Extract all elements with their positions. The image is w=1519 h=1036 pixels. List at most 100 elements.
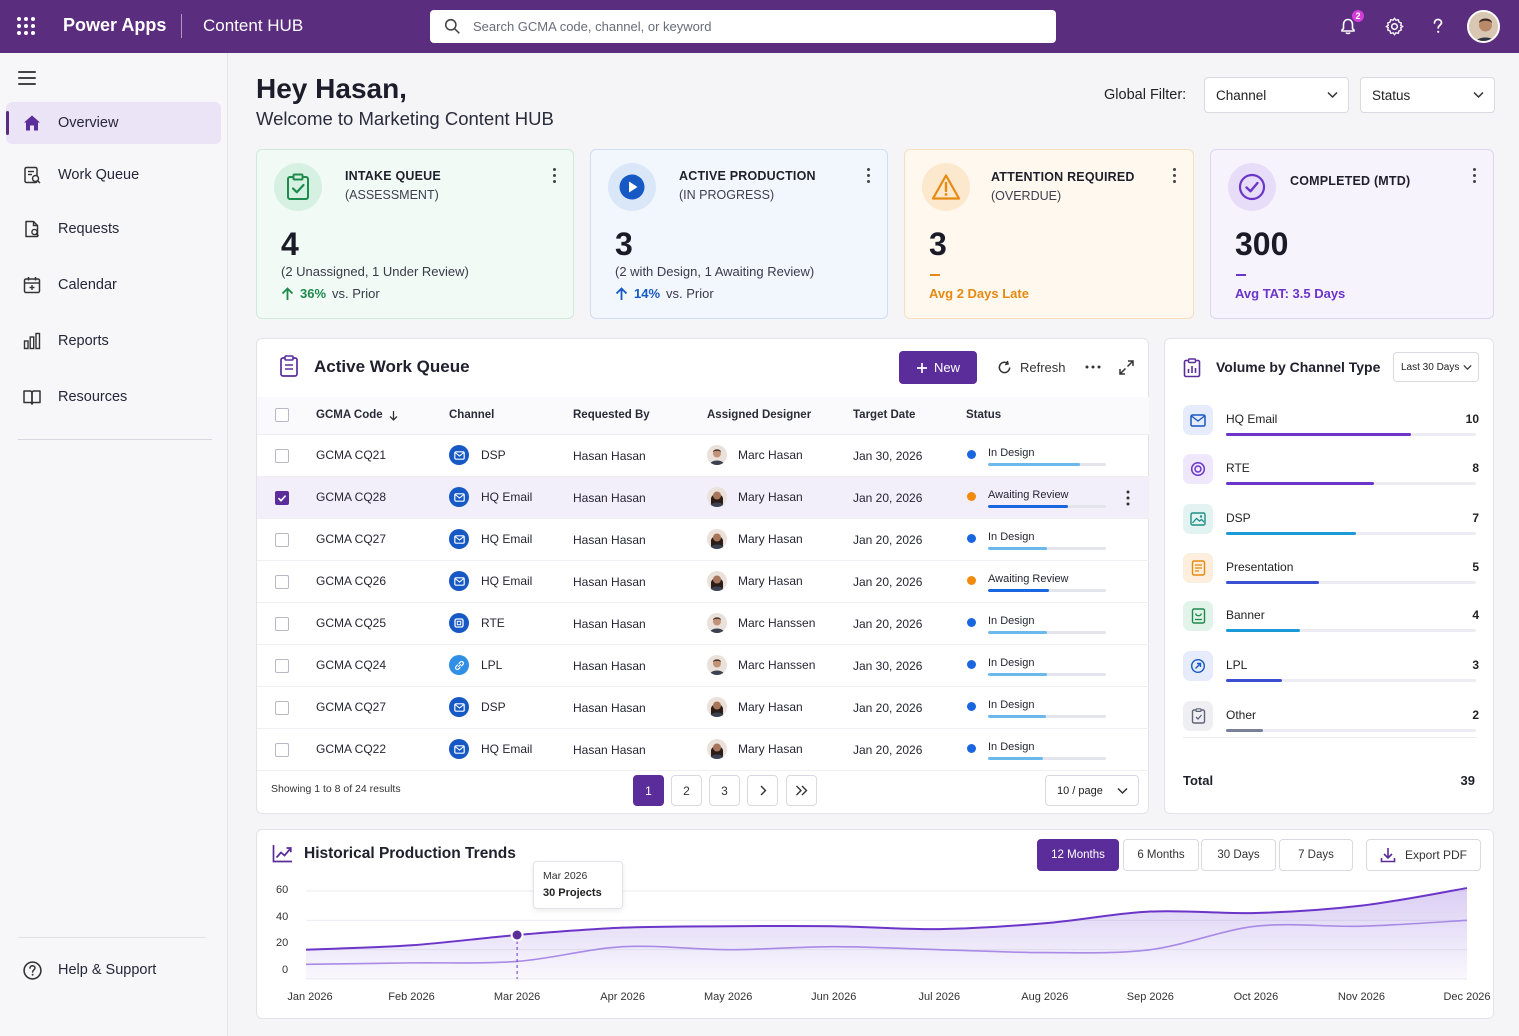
kpi-detail: (2 Unassigned, 1 Under Review) <box>281 264 469 279</box>
target-date: Jan 20, 2026 <box>853 575 923 589</box>
volume-item[interactable]: RTE 8 <box>1183 454 1479 494</box>
table-row[interactable]: GCMA CQ26 HQ Email Hasan Hasan Mary Hasan Ja… <box>257 561 1149 603</box>
volume-item-value: 10 <box>1465 412 1479 426</box>
trend-line-icon <box>272 845 292 863</box>
designer-avatar <box>707 739 727 759</box>
more-options-icon[interactable] <box>1473 168 1477 186</box>
column-header-status[interactable]: Status <box>966 409 1002 421</box>
table-row[interactable]: GCMA CQ27 DSP Hasan Hasan Mary Hasan Jan 20,… <box>257 687 1149 729</box>
volume-item[interactable]: HQ Email 10 <box>1183 405 1479 445</box>
page-size-select[interactable]: 10 / page <box>1045 775 1139 806</box>
column-header-assigned-designer[interactable]: Assigned Designer <box>707 409 812 421</box>
status-label: In Design <box>988 657 1035 669</box>
volume-range-select[interactable]: Last 30 Days <box>1393 352 1479 382</box>
double-chevron-right-icon <box>796 785 808 796</box>
more-horizontal-icon[interactable] <box>1085 365 1101 369</box>
search-input[interactable] <box>473 19 1033 34</box>
status-progress-track <box>988 715 1106 718</box>
column-header-requested-by[interactable]: Requested By <box>573 409 650 421</box>
gcma-code[interactable]: GCMA CQ27 <box>316 700 387 714</box>
more-options-icon[interactable] <box>1173 168 1177 186</box>
new-button[interactable]: New <box>899 351 977 384</box>
range-30-days-button[interactable]: 30 Days <box>1201 839 1276 871</box>
expand-icon[interactable] <box>1119 360 1134 375</box>
table-row[interactable]: GCMA CQ28 HQ Email Hasan Hasan Mary Hasan Ja… <box>257 477 1149 519</box>
status-filter-select[interactable]: Status <box>1360 77 1495 113</box>
pagination-summary: Showing 1 to 8 of 24 results <box>271 783 401 795</box>
table-row[interactable]: GCMA CQ27 HQ Email Hasan Hasan Mary Hasan Ja… <box>257 519 1149 561</box>
page-2-button[interactable]: 2 <box>671 775 702 806</box>
range-7-days-button[interactable]: 7 Days <box>1279 839 1353 871</box>
gcma-code[interactable]: GCMA CQ28 <box>316 490 387 504</box>
page-1-button[interactable]: 1 <box>633 775 664 806</box>
gcma-code[interactable]: GCMA CQ24 <box>316 658 387 672</box>
column-header-gcma-code[interactable]: GCMA Code <box>316 409 398 421</box>
volume-item[interactable]: Other 2 <box>1183 701 1479 741</box>
volume-title: Volume by Channel Type <box>1216 359 1381 375</box>
select-all-checkbox[interactable] <box>275 408 289 422</box>
status-dot <box>967 618 976 627</box>
sidebar-item-calendar[interactable]: Calendar <box>6 264 221 306</box>
volume-item[interactable]: Banner 4 <box>1183 601 1479 641</box>
table-row[interactable]: GCMA CQ21 DSP Hasan Hasan Marc Hasan Jan 30,… <box>257 435 1149 477</box>
page-3-button[interactable]: 3 <box>709 775 740 806</box>
table-row[interactable]: GCMA CQ25 RTE Hasan Hasan Marc Hanssen Jan 2… <box>257 603 1149 645</box>
kpi-footer: Avg TAT: 3.5 Days <box>1235 286 1346 301</box>
refresh-button[interactable]: Refresh <box>997 351 1066 384</box>
last-page-button[interactable] <box>786 775 817 806</box>
range-6-months-button[interactable]: 6 Months <box>1123 839 1199 871</box>
sidebar-item-work-queue[interactable]: Work Queue <box>6 154 221 196</box>
sidebar-item-overview[interactable]: Overview <box>6 102 221 144</box>
row-checkbox[interactable] <box>275 743 289 757</box>
row-checkbox[interactable] <box>275 617 289 631</box>
kpi-card-attention[interactable]: ATTENTION REQUIRED (OVERDUE) 3 Avg 2 Day… <box>904 149 1194 319</box>
gcma-code[interactable]: GCMA CQ27 <box>316 532 387 546</box>
help-icon[interactable] <box>1426 14 1450 38</box>
table-row[interactable]: GCMA CQ24 LPL Hasan Hasan Marc Hanssen Jan 3… <box>257 645 1149 687</box>
row-checkbox[interactable] <box>275 491 289 505</box>
gcma-code[interactable]: GCMA CQ26 <box>316 574 387 588</box>
more-options-icon[interactable] <box>553 168 557 186</box>
sidebar-item-reports[interactable]: Reports <box>6 320 221 362</box>
range-12-months-button[interactable]: 12 Months <box>1037 839 1119 871</box>
volume-item-value: 3 <box>1472 658 1479 672</box>
table-row[interactable]: GCMA CQ22 HQ Email Hasan Hasan Mary Hasan Ja… <box>257 729 1149 771</box>
user-avatar[interactable] <box>1467 10 1500 43</box>
search-box[interactable] <box>430 10 1056 43</box>
row-checkbox[interactable] <box>275 575 289 589</box>
row-more-options-icon[interactable] <box>1126 490 1130 506</box>
volume-item[interactable]: Presentation 5 <box>1183 553 1479 593</box>
brand-name[interactable]: Power Apps <box>63 15 167 35</box>
volume-item[interactable]: LPL 3 <box>1183 651 1479 691</box>
gcma-code[interactable]: GCMA CQ21 <box>316 448 387 462</box>
volume-item[interactable]: DSP 7 <box>1183 504 1479 544</box>
volume-item-value: 5 <box>1472 560 1479 574</box>
column-header-target-date[interactable]: Target Date <box>853 409 916 421</box>
channel-filter-select[interactable]: Channel <box>1204 77 1349 113</box>
app-launcher-icon[interactable] <box>17 17 35 35</box>
sidebar-item-requests[interactable]: Requests <box>6 208 221 250</box>
sidebar-item-label: Help & Support <box>58 962 157 978</box>
sidebar-item-resources[interactable]: Resources <box>6 376 221 418</box>
row-checkbox[interactable] <box>275 659 289 673</box>
bell-icon[interactable] <box>1336 14 1360 38</box>
kpi-card-active-production[interactable]: ACTIVE PRODUCTION (IN PROGRESS) 3 (2 wit… <box>590 149 888 319</box>
row-checkbox[interactable] <box>275 533 289 547</box>
data-point[interactable] <box>510 928 524 942</box>
kpi-divider <box>1236 274 1246 276</box>
sidebar-item-help[interactable]: Help & Support <box>6 949 221 991</box>
kpi-card-completed[interactable]: COMPLETED (MTD) 300 Avg TAT: 3.5 Days <box>1210 149 1494 319</box>
kpi-card-intake[interactable]: INTAKE QUEUE (ASSESSMENT) 4 (2 Unassigne… <box>256 149 574 319</box>
gcma-code[interactable]: GCMA CQ25 <box>316 616 387 630</box>
more-options-icon[interactable] <box>867 168 871 186</box>
gear-icon[interactable] <box>1382 14 1406 38</box>
next-page-button[interactable] <box>747 775 778 806</box>
gcma-code[interactable]: GCMA CQ22 <box>316 742 387 756</box>
app-name[interactable]: Content HUB <box>203 16 304 35</box>
menu-icon[interactable] <box>18 71 36 85</box>
export-pdf-button[interactable]: Export PDF <box>1366 839 1481 871</box>
column-header-channel[interactable]: Channel <box>449 409 495 421</box>
row-checkbox[interactable] <box>275 701 289 715</box>
row-checkbox[interactable] <box>275 449 289 463</box>
kpi-title: ATTENTION REQUIRED <box>991 170 1135 184</box>
